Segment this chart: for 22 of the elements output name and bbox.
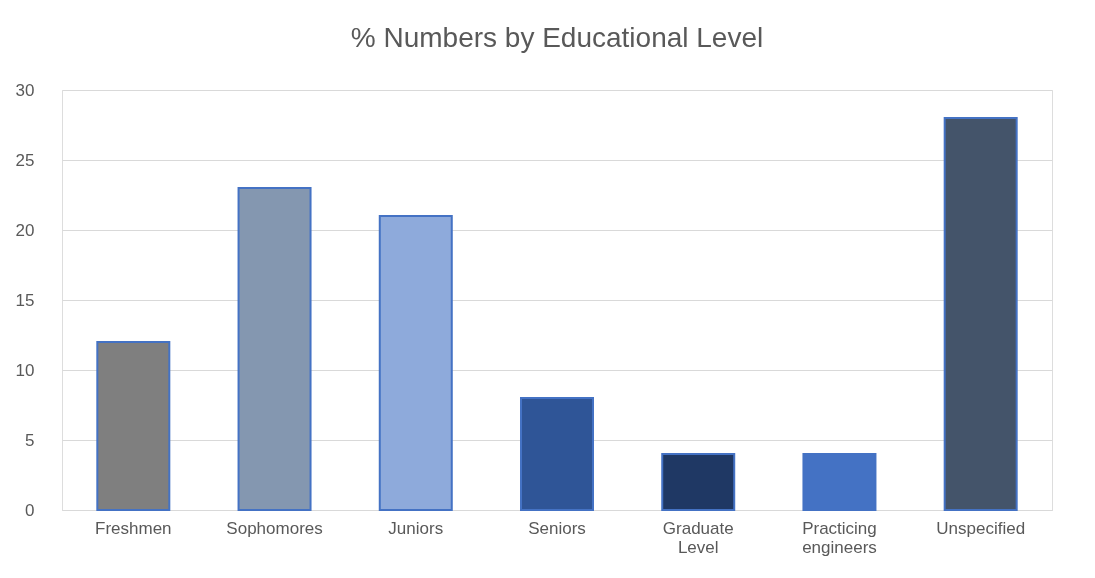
y-tick-label: 0 (25, 500, 35, 520)
chart-title: % Numbers by Educational Level (350, 22, 764, 53)
bar (237, 187, 312, 511)
y-tick-label: 15 (15, 290, 35, 310)
bar (943, 117, 1018, 511)
x-tick-label: Graduate Level (662, 518, 734, 557)
x-tick-label: Juniors (388, 518, 444, 538)
x-tick-label: Sophomores (226, 518, 323, 538)
x-tick-label: Seniors (528, 518, 586, 538)
bar (96, 341, 171, 511)
y-tick-label: 20 (15, 220, 35, 240)
y-tick-label: 30 (15, 80, 35, 100)
bar (661, 453, 736, 511)
y-tick-label: 10 (15, 360, 35, 380)
x-tick-label: Freshmen (95, 518, 172, 538)
bar (378, 215, 453, 511)
y-tick-label: 25 (15, 150, 35, 170)
bar (802, 453, 877, 511)
y-tick-label: 5 (25, 430, 35, 450)
bar (520, 397, 594, 511)
x-tick-label: Practicing engineers (802, 518, 877, 557)
x-tick-label: Unspecified (936, 518, 1026, 538)
